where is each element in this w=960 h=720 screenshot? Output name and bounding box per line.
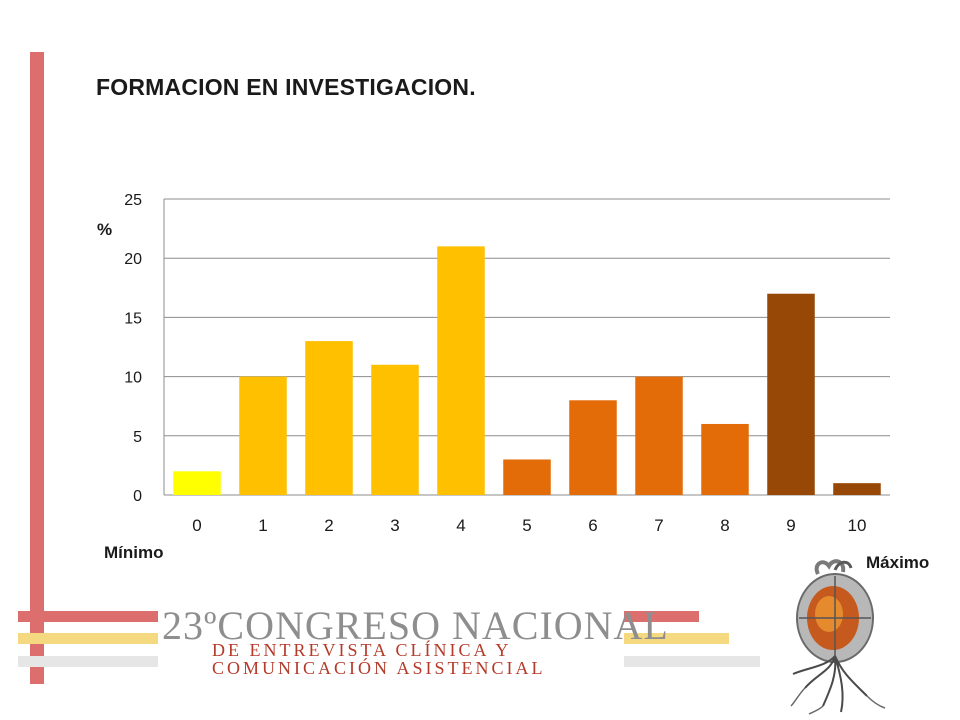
heart-roots-logo (790, 559, 886, 715)
y-tick-label: 20 (124, 251, 142, 268)
bar-9 (767, 293, 815, 495)
chart-bars (173, 246, 881, 495)
y-tick-label: 25 (124, 192, 142, 209)
congress-subtitle-line1: DE ENTREVISTA CLÍNICA Y (212, 640, 512, 660)
banner-stripe-yellow-left (18, 633, 158, 644)
x-tick-label: 4 (456, 516, 465, 535)
x-tick-label: 3 (390, 516, 399, 535)
bar-7 (635, 376, 683, 495)
y-tick-label: 15 (124, 310, 142, 327)
bar-4 (437, 246, 485, 495)
max-label: Máximo (866, 553, 929, 572)
bar-3 (371, 364, 419, 495)
y-tick-label: 10 (124, 370, 142, 387)
x-tick-label: 6 (588, 516, 597, 535)
congress-title: 23ºCONGRESO NACIONAL (162, 603, 669, 648)
x-tick-label: 8 (720, 516, 729, 535)
x-tick-label: 9 (786, 516, 795, 535)
banner-stripe-red-right (624, 611, 699, 622)
slide-title: FORMACION EN INVESTIGACION. (96, 74, 476, 100)
bar-10 (833, 483, 881, 495)
bar-0 (173, 471, 221, 495)
x-tick-label: 5 (522, 516, 531, 535)
x-tick-label: 10 (848, 516, 867, 535)
y-tick-label: 0 (133, 488, 142, 505)
bar-8 (701, 423, 749, 495)
banner-stripe-yellow-right (624, 633, 729, 644)
banner-stripe-red-left (18, 611, 158, 622)
y-axis-ticks: 0 5 10 15 20 25 (124, 192, 142, 505)
bar-5 (503, 459, 551, 495)
bar-6 (569, 400, 617, 495)
y-tick-label: 5 (133, 429, 142, 446)
bar-chart: 0 5 10 15 20 25 0 1 2 3 4 5 6 7 8 9 10 % Mínimo Máximo (97, 192, 929, 572)
bar-2 (305, 341, 353, 495)
min-label: Mínimo (104, 543, 164, 562)
y-axis-label: % (97, 220, 112, 239)
banner-stripe-grey-left (18, 656, 158, 667)
x-axis-ticks: 0 1 2 3 4 5 6 7 8 9 10 (192, 516, 866, 535)
bar-1 (239, 376, 287, 495)
banner-stripe-grey-right (624, 656, 760, 667)
x-tick-label: 1 (258, 516, 267, 535)
congress-subtitle-line2: COMUNICACIÓN ASISTENCIAL (212, 658, 546, 678)
x-tick-label: 2 (324, 516, 333, 535)
left-accent-bar (30, 52, 44, 684)
x-tick-label: 7 (654, 516, 663, 535)
x-tick-label: 0 (192, 516, 201, 535)
